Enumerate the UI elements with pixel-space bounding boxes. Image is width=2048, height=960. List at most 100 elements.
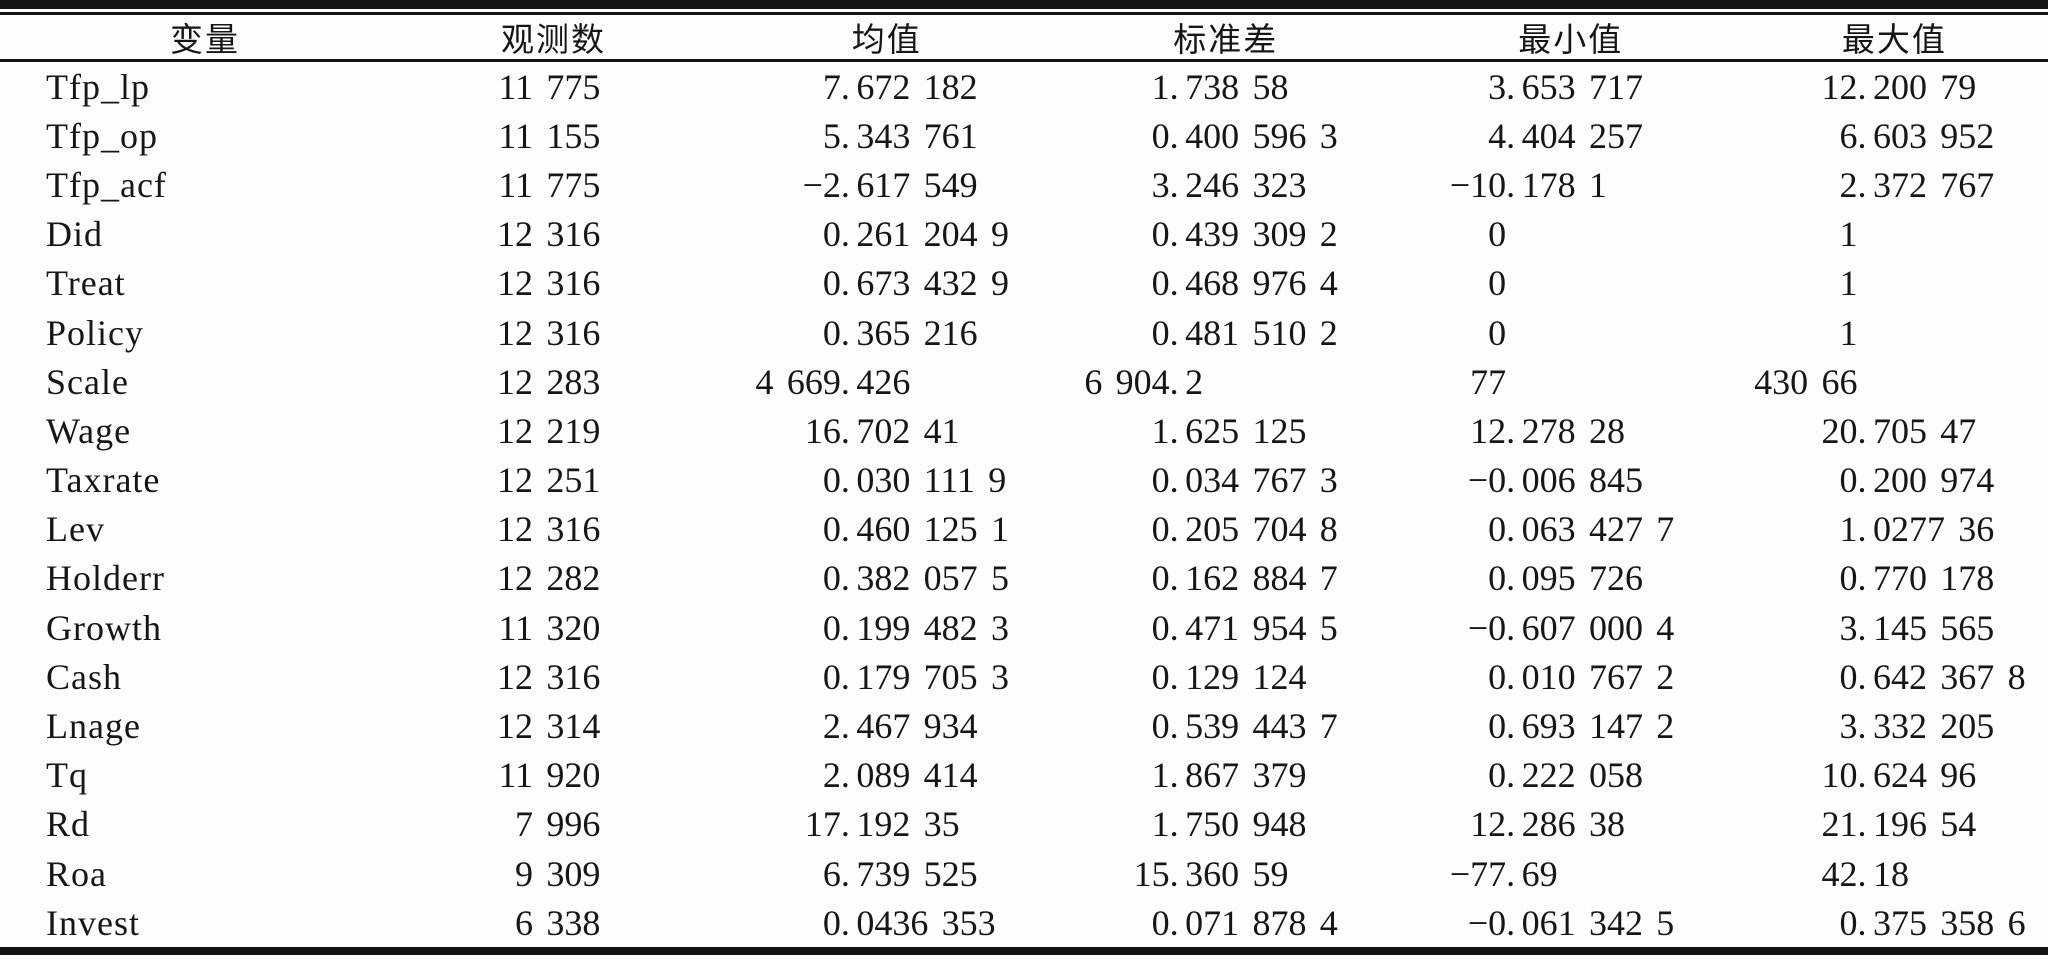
table-cell: 0. 460 125 1 — [822, 509, 1009, 550]
table-cell: 0. 200 974 — [1839, 460, 1995, 501]
table-cell: 0. 481 510 2 — [1151, 312, 1338, 353]
table-cell: 0 — [1488, 263, 1507, 304]
variable-name: Lnage — [46, 706, 141, 747]
table-cell: 0. 129 124 — [1151, 656, 1307, 697]
table-cell: 430 66 — [1754, 361, 1858, 402]
table-cell: 0. 030 111 9 — [822, 460, 1007, 501]
table-cell: 20. 705 47 — [1821, 410, 1977, 451]
column-header-max: 最大值 — [1841, 23, 1947, 59]
table-cell: −2. 617 549 — [802, 164, 978, 205]
table-cell: 0. 179 705 3 — [822, 656, 1009, 697]
table-cell: 12 282 — [497, 558, 601, 599]
table-cell: 0. 199 482 3 — [822, 607, 1009, 648]
variable-name: Tfp_acf — [46, 164, 167, 205]
table-cell: 0. 673 432 9 — [822, 263, 1009, 304]
table-cell: 0. 642 367 8 — [1839, 656, 2026, 697]
table-cell: 11 155 — [498, 115, 601, 156]
table-cell: 0. 205 704 8 — [1151, 509, 1338, 550]
variable-name: Rd — [46, 804, 91, 845]
table-row: Roa 9 309 6. 739 525 15. 360 59 −77. 69 42. 18 — [0, 849, 2048, 898]
table-row: Growth 11 320 0. 199 482 3 0. 471 954 5 −0. 607… — [0, 603, 2048, 652]
table-cell: 0. 365 216 — [822, 312, 978, 353]
variable-name: Lev — [46, 509, 105, 550]
table-cell: 6. 739 525 — [822, 853, 978, 894]
table-cell: 1. 750 948 — [1151, 804, 1307, 845]
table-cell: 2. 467 934 — [822, 706, 978, 747]
table-bottom-rule — [0, 947, 2048, 956]
table-cell: 12. 286 38 — [1470, 804, 1625, 845]
table-cell: 0 — [1488, 214, 1507, 255]
column-header-stddev: 标准差 — [1173, 23, 1279, 59]
table-cell: 6. 603 952 — [1839, 115, 1995, 156]
table-cell: 11 920 — [498, 755, 601, 796]
table-top-rule-thick — [0, 0, 2048, 9]
table-cell: −10. 178 1 — [1449, 164, 1607, 205]
table-cell: 15. 360 59 — [1133, 853, 1289, 894]
table-row: Taxrate 12 251 0. 030 111 9 0. 034 767 3 −0. 00… — [0, 456, 2048, 505]
variable-name: Holderr — [46, 558, 165, 599]
table-cell: 12. 278 28 — [1470, 410, 1625, 451]
table-row: Did 12 316 0. 261 204 9 0. 439 309 2 0 1 — [0, 210, 2048, 259]
table-cell: 2. 372 767 — [1839, 164, 1995, 205]
variable-name: Wage — [46, 410, 132, 451]
variable-name: Growth — [46, 607, 162, 648]
table-cell: 0. 010 767 2 — [1488, 656, 1675, 697]
table-cell: 0. 261 204 9 — [822, 214, 1009, 255]
table-cell: 7. 672 182 — [822, 66, 978, 107]
table-cell: −77. 69 — [1449, 853, 1558, 894]
table-cell: 10. 624 96 — [1821, 755, 1977, 796]
table-row: Treat 12 316 0. 673 432 9 0. 468 976 4 0 1 — [0, 259, 2048, 308]
table-header-row: 变量 观测数 均值 标准差 最小值 最大值 — [0, 15, 2048, 59]
column-header-min: 最小值 — [1518, 23, 1624, 59]
table-cell: 42. 18 — [1821, 853, 1909, 894]
table-cell: 4 669. 426 — [755, 361, 911, 402]
table-cell: 21. 196 54 — [1821, 804, 1977, 845]
table-cell: −0. 061 342 5 — [1467, 902, 1675, 943]
table-cell: 3. 332 205 — [1839, 706, 1995, 747]
variable-name: Tq — [46, 755, 88, 796]
table-row: Invest 6 338 0. 0436 353 0. 071 878 4 −0. 061 3… — [0, 898, 2048, 947]
table-row: Tfp_op 11 155 5. 343 761 0. 400 596 3 4. 404 25… — [0, 111, 2048, 160]
table-cell: 0. 375 358 6 — [1839, 902, 2026, 943]
table-cell: 6 904. 2 — [1084, 361, 1204, 402]
table-cell: 0. 034 767 3 — [1151, 460, 1338, 501]
table-cell: 1 — [1839, 312, 1858, 353]
table-cell: 1. 625 125 — [1151, 410, 1307, 451]
table-body: Tfp_lp 11 775 7. 672 182 1. 738 58 3. 653 717 12… — [0, 62, 2048, 947]
table-row: Wage 12 219 16. 702 41 1. 625 125 12. 278 28 20.… — [0, 406, 2048, 455]
column-header-variable: 变量 — [169, 23, 240, 59]
table-cell: 5. 343 761 — [822, 115, 978, 156]
table-cell: 0. 439 309 2 — [1151, 214, 1338, 255]
table-cell: 9 309 — [515, 853, 601, 894]
table-cell: 0. 222 058 — [1488, 755, 1643, 796]
table-cell: 12 283 — [497, 361, 601, 402]
table-cell: 6 338 — [515, 902, 601, 943]
table-cell: 7 996 — [515, 804, 601, 845]
table-cell: 0. 071 878 4 — [1151, 902, 1338, 943]
variable-name: Roa — [46, 853, 107, 894]
table-cell: 12 316 — [497, 263, 601, 304]
table-cell: 11 775 — [498, 66, 601, 107]
table-cell: 12 316 — [497, 656, 601, 697]
table-cell: 12 314 — [497, 706, 601, 747]
table-cell: 12 316 — [497, 509, 601, 550]
table-cell: 12. 200 79 — [1821, 66, 1977, 107]
table-top-rule-thin — [0, 12, 2048, 15]
variable-name: Taxrate — [46, 460, 161, 501]
table-cell: 3. 653 717 — [1488, 66, 1643, 107]
table-row: Lev 12 316 0. 460 125 1 0. 205 704 8 0. 063 427… — [0, 505, 2048, 554]
table-row: Tfp_lp 11 775 7. 672 182 1. 738 58 3. 653 717 12… — [0, 62, 2048, 111]
variable-name: Tfp_lp — [46, 66, 150, 107]
table-cell: 1 — [1839, 263, 1858, 304]
variable-name: Tfp_op — [46, 115, 158, 156]
variable-name: Invest — [46, 902, 140, 943]
table-cell: 0. 539 443 7 — [1151, 706, 1338, 747]
variable-name: Scale — [46, 361, 129, 402]
table-cell: −0. 607 000 4 — [1467, 607, 1675, 648]
table-row: Policy 12 316 0. 365 216 0. 481 510 2 0 1 — [0, 308, 2048, 357]
table-row: Cash 12 316 0. 179 705 3 0. 129 124 0. 010 767 … — [0, 652, 2048, 701]
table-row: Holderr 12 282 0. 382 057 5 0. 162 884 7 0. 095… — [0, 554, 2048, 603]
table-row: Tfp_acf 11 775 −2. 617 549 3. 246 323 −10. 178 … — [0, 160, 2048, 209]
table-cell: 0. 382 057 5 — [822, 558, 1009, 599]
